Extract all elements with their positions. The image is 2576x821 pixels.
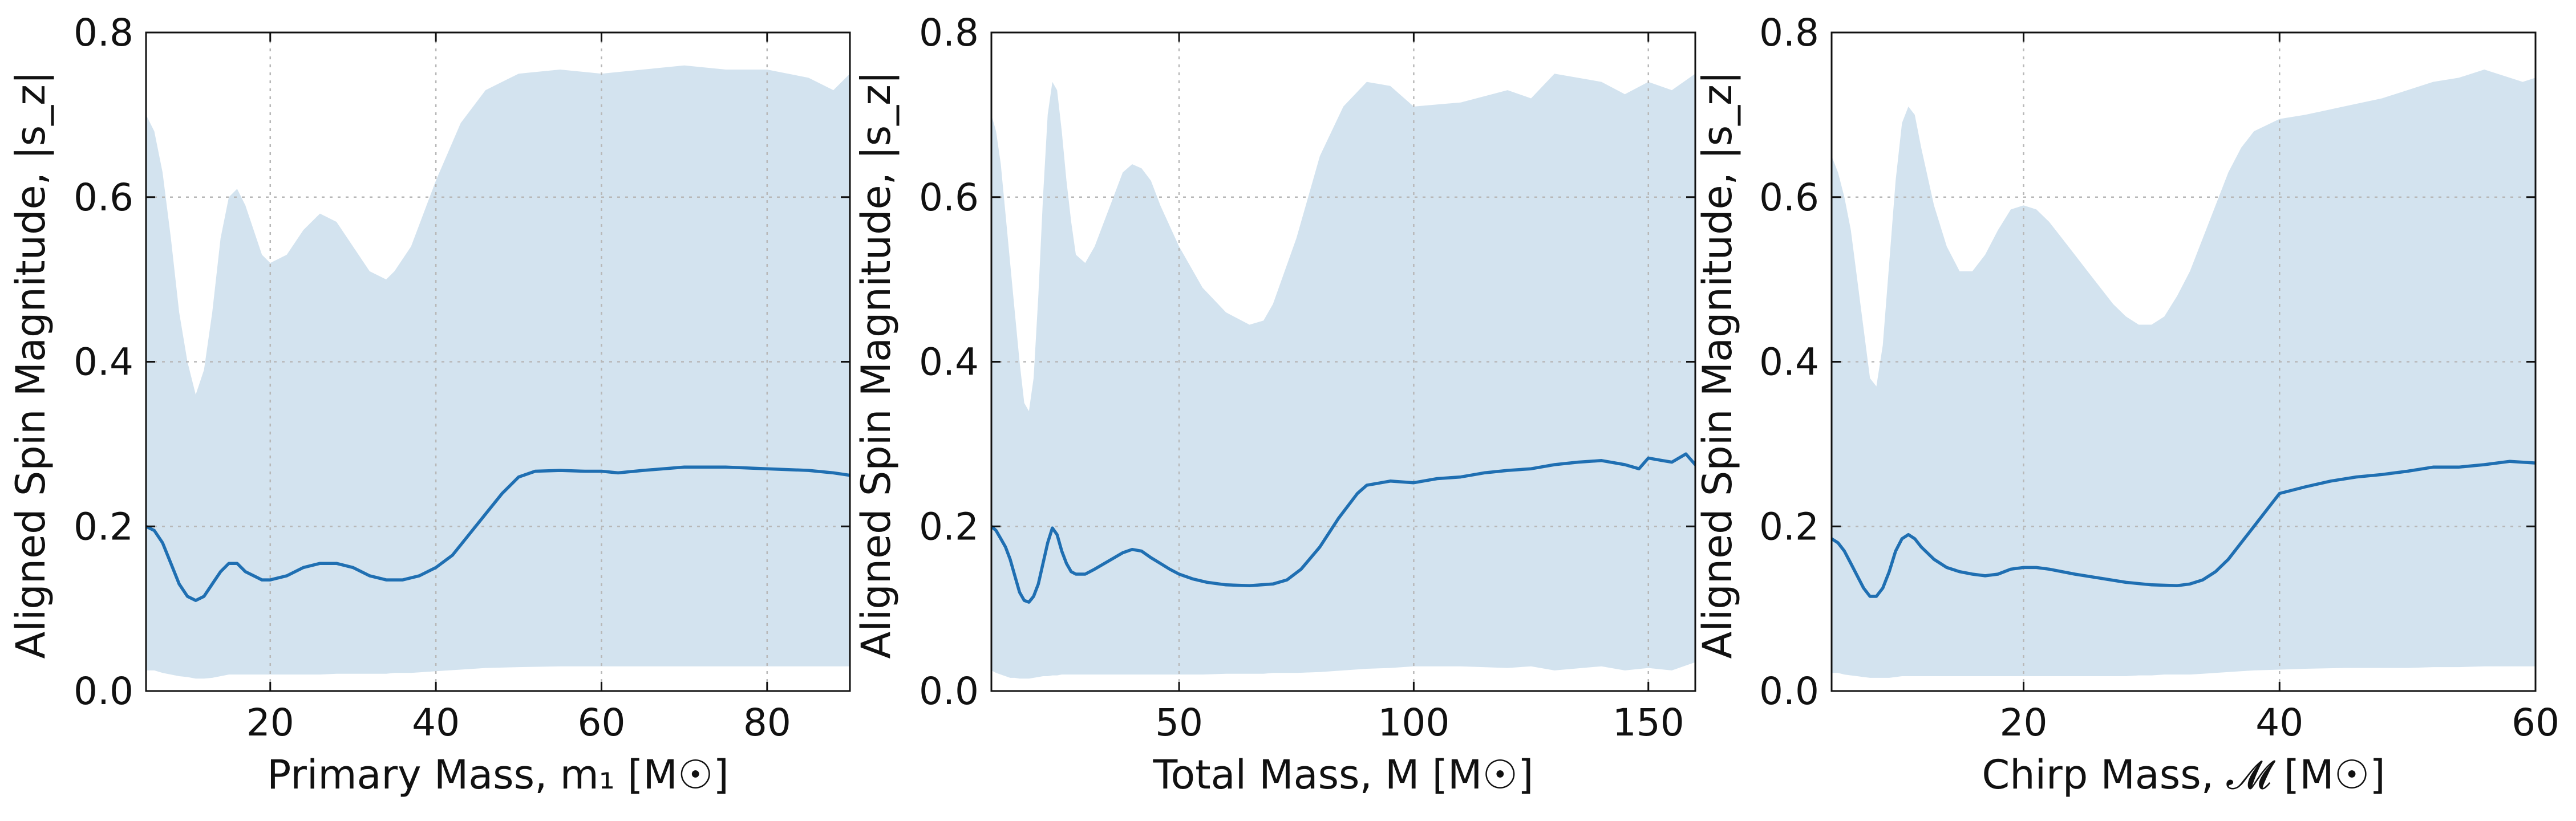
- x-axis-label: Total Mass, M [M☉]: [1153, 751, 1534, 798]
- panel-primary-mass: Primary Mass, m₁ [M☉] Aligned Spin Magni…: [7, 11, 851, 798]
- y-tick-label: 0.2: [1759, 505, 1819, 548]
- y-tick-label: 0.6: [74, 176, 133, 220]
- y-tick-label: 0.4: [74, 340, 133, 384]
- y-tick-label: 0.0: [74, 669, 133, 713]
- y-tick-label: 0.2: [74, 505, 133, 548]
- x-tick-label: 100: [1378, 701, 1449, 745]
- y-tick-label: 0.8: [919, 11, 979, 55]
- x-tick-label: 80: [743, 701, 791, 745]
- x-tick-label: 20: [246, 701, 294, 745]
- x-tick-label: 60: [577, 701, 625, 745]
- x-tick-label: 40: [412, 701, 460, 745]
- median-line: [146, 465, 850, 602]
- y-tick-label: 0.4: [919, 340, 979, 384]
- plot-area: 20 40 60 0.0 0.2 0.4 0.6 0.8: [1759, 11, 2559, 745]
- y-axis-label: Aligned Spin Magnitude, |s_z|: [853, 71, 900, 659]
- median-line: [991, 452, 1695, 604]
- y-tick-label: 0.8: [1759, 11, 1819, 55]
- median-line: [1832, 460, 2536, 598]
- credible-band: [991, 74, 1695, 679]
- plot-area: 20 40 60 80 0.0 0.2 0.4 0.6 0.8: [74, 11, 851, 745]
- plot-area: 50 100 150 0.0 0.2 0.4 0.6 0.8: [919, 11, 1696, 745]
- x-axis-label: Chirp Mass, 𝓜 [M☉]: [1982, 751, 2385, 798]
- x-tick-label: 50: [1155, 701, 1203, 745]
- y-axis-label: Aligned Spin Magnitude, |s_z|: [7, 71, 54, 659]
- y-tick-label: 0.4: [1759, 340, 1819, 384]
- x-tick-label: 20: [2000, 701, 2048, 745]
- y-tick-label: 0.6: [919, 176, 979, 220]
- y-tick-label: 0.8: [74, 11, 133, 55]
- x-tick-label: 150: [1613, 701, 1684, 745]
- y-axis-label: Aligned Spin Magnitude, |s_z|: [1694, 71, 1741, 659]
- y-tick-label: 0.6: [1759, 176, 1819, 220]
- panel-total-mass: Total Mass, M [M☉] Aligned Spin Magnitud…: [853, 11, 1696, 798]
- y-tick-label: 0.2: [919, 505, 979, 548]
- y-tick-label: 0.0: [919, 669, 979, 713]
- x-axis-label: Primary Mass, m₁ [M☉]: [267, 751, 729, 798]
- x-tick-label: 40: [2255, 701, 2303, 745]
- y-tick-label: 0.0: [1759, 669, 1819, 713]
- x-tick-label: 60: [2512, 701, 2559, 745]
- panel-chirp-mass: Chirp Mass, 𝓜 [M☉] Aligned Spin Magnitud…: [1694, 11, 2559, 798]
- credible-band: [146, 65, 850, 679]
